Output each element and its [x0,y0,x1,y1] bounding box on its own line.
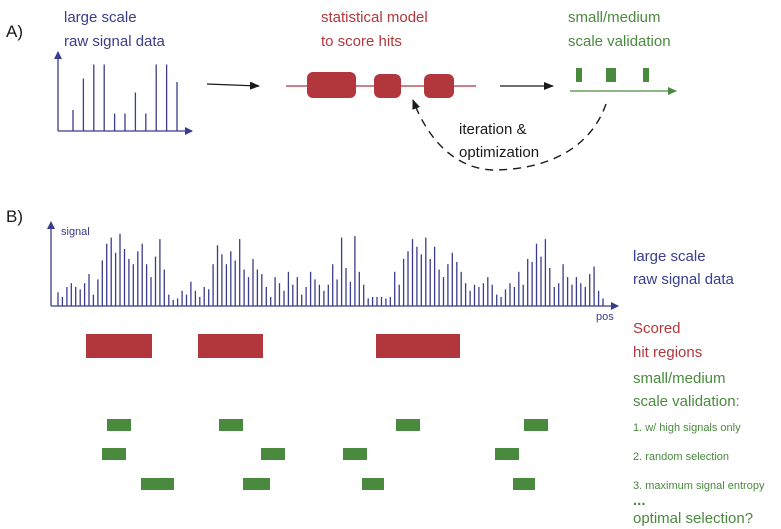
strategy-1-box [396,419,420,431]
validation-label-line2: scale validation: [633,393,740,410]
validation-title-line1: small/medium [568,9,661,26]
panel-a-signal-bars [72,64,178,131]
panel-b-label: B) [6,207,23,226]
validation-mark [643,68,649,82]
hit-region [86,334,152,358]
strategy-3-box [513,478,535,490]
raw-signal-label-line2: raw signal data [633,271,735,288]
strategy-2-box [261,448,285,460]
raw-signal-label-line1: large scale [633,248,706,265]
strategy-2-box [495,448,519,460]
loop-label-line2: optimization [459,144,539,161]
strategy-label-2: 2. random selection [633,451,729,463]
model-block [307,72,356,98]
strategy-3-box [243,478,270,490]
x-axis-label: pos [596,311,614,323]
panel-b-signal-bars [57,233,604,306]
model-block [374,74,401,98]
validation-mark [606,68,616,82]
strategy-1-box [107,419,131,431]
model-block [424,74,454,98]
panel-b: B) signal pos large scale raw signal dat… [6,207,765,527]
strategy-3-box [362,478,384,490]
raw-signal-title-line1: large scale [64,9,137,26]
strategy-label-3: 3. maximum signal entropy [633,480,765,492]
validation-mark [576,68,582,82]
raw-signal-title-line2: raw signal data [64,33,166,50]
arrow-to-model [206,81,260,90]
y-axis-label: signal [61,226,90,238]
optimal-selection-label: optimal selection? [633,510,753,527]
model-title-line1: statistical model [321,9,428,26]
hit-region [198,334,263,358]
validation-label-line1: small/medium [633,370,726,387]
iteration-loop-arrow [412,99,607,171]
panel-a-label: A) [6,22,23,41]
hit-region [376,334,460,358]
strategy-1-box [524,419,548,431]
loop-label-line1: iteration & [459,121,527,138]
model-title-line2: to score hits [321,33,402,50]
strategy-2-box [343,448,367,460]
hit-regions-label-line2: hit regions [633,344,702,361]
strategy-3-box [141,478,174,490]
hit-regions-label-line1: Scored [633,320,681,337]
strategy-label-1: 1. w/ high signals only [633,422,741,434]
strategy-2-box [102,448,126,460]
validation-title-line2: scale validation [568,33,671,50]
panel-a: A) large scale raw signal data statistic… [6,9,677,171]
strategy-1-box [219,419,243,431]
ellipsis-label: ... [633,492,646,509]
